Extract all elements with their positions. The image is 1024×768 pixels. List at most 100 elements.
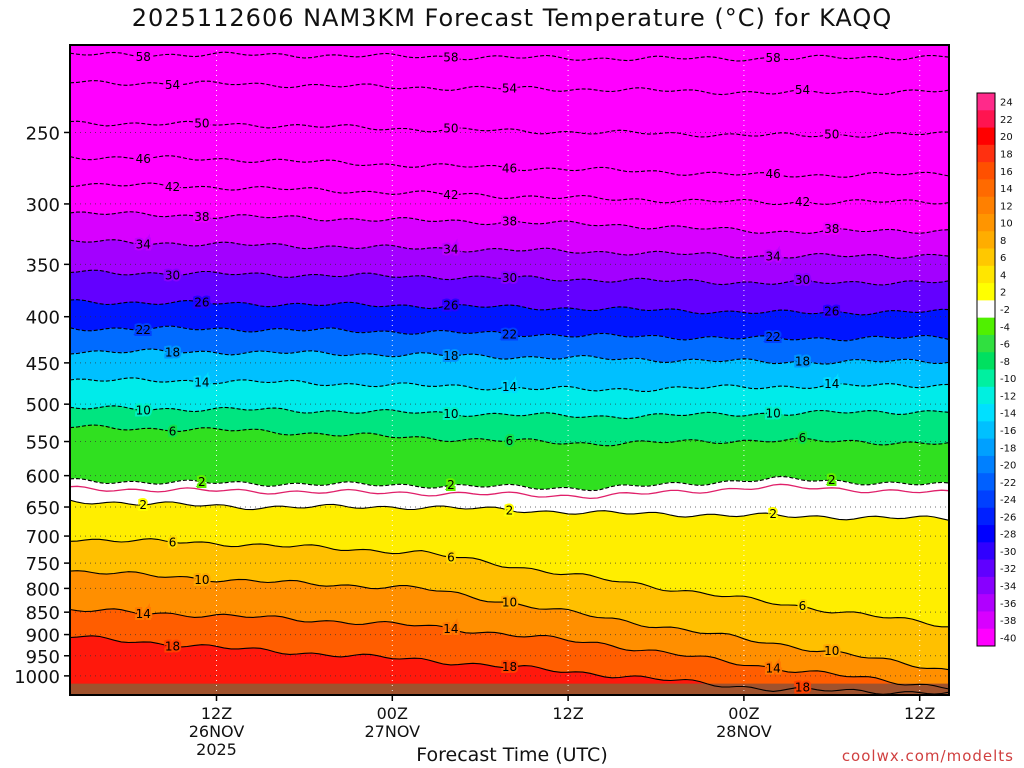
isotherm-label-16-0: 6 xyxy=(169,535,177,549)
isotherm-label-18-0: 14 xyxy=(136,607,151,621)
colorbar-label-22: -22 xyxy=(1000,478,1016,489)
colorbar-label-18: -14 xyxy=(1000,409,1016,420)
isotherm-label-9-2: 22 xyxy=(766,330,781,344)
x-tick-label-6-1: 26NOV xyxy=(189,722,245,741)
isotherm-label-11-1: 14 xyxy=(502,380,517,394)
y-tick-label-350: 350 xyxy=(26,255,60,276)
colorbar-label-1: 22 xyxy=(1000,115,1013,126)
isotherm-label-15-1: 2 xyxy=(506,503,514,517)
colorbar-swatch-25 xyxy=(977,525,995,543)
isotherm-label-7-2: 30 xyxy=(795,273,810,287)
plot-frame xyxy=(69,44,950,696)
isotherm-minus38 xyxy=(70,211,949,234)
y-tick-label-750: 750 xyxy=(26,554,60,575)
isotherm-plus6 xyxy=(70,538,949,628)
colorbar-label-7: 10 xyxy=(1000,219,1013,230)
isotherm-label-4-0: 42 xyxy=(165,180,180,194)
colorbar-label-6: 12 xyxy=(1000,201,1013,212)
y-tick-label-500: 500 xyxy=(26,395,60,416)
y-tick-label-850: 850 xyxy=(26,603,60,624)
colorbar-swatch-17 xyxy=(977,386,995,405)
isotherm-label-17-0: 10 xyxy=(194,573,209,587)
isotherm-label-18-1: 14 xyxy=(443,622,458,636)
colorbar-swatch-7 xyxy=(977,213,995,232)
isotherm-minus30 xyxy=(70,269,949,286)
isotherm-plus2 xyxy=(70,499,949,521)
colorbar-label-5: 14 xyxy=(1000,184,1013,195)
colorbar-swatch-15 xyxy=(977,352,995,370)
isotherm-label-12-1: 10 xyxy=(443,407,458,421)
colorbar-label-9: 6 xyxy=(1000,253,1006,264)
x-tick-label-6-0: 12Z xyxy=(201,704,232,723)
isotherm-label-2-2: 50 xyxy=(824,128,839,142)
colorbar-swatch-8 xyxy=(977,231,995,249)
y-tick-label-400: 400 xyxy=(26,308,60,329)
colorbar-swatch-24 xyxy=(977,507,995,526)
isotherm-label-8-0: 26 xyxy=(194,295,209,309)
y-tick-label-600: 600 xyxy=(26,467,60,488)
isotherm-label-3-2: 46 xyxy=(766,167,781,181)
source-credit: coolwx.com/modelts xyxy=(841,747,1014,765)
colorbar-label-23: -24 xyxy=(1000,495,1016,506)
colorbar-swatch-9 xyxy=(977,248,995,267)
isotherm-label-3-0: 46 xyxy=(136,152,151,166)
isotherm-label-1-1: 54 xyxy=(502,82,517,96)
isotherm-label-11-0: 14 xyxy=(194,376,209,390)
isotherm-minus46 xyxy=(70,155,949,178)
isotherm-label-1-0: 54 xyxy=(165,78,180,92)
isotherm-zero xyxy=(70,483,949,500)
colorbar-swatch-10 xyxy=(977,265,995,284)
isotherm-minus50 xyxy=(70,120,949,138)
colorbar-swatch-21 xyxy=(977,455,995,474)
colorbar-swatch-29 xyxy=(977,594,995,612)
colorbar-label-30: -38 xyxy=(1000,616,1016,627)
isotherm-label-0-0: 58 xyxy=(136,50,151,64)
isotherm-label-15-0: 2 xyxy=(139,498,147,512)
colorbar-label-3: 18 xyxy=(1000,149,1013,160)
colorbar-label-15: -8 xyxy=(1000,357,1010,368)
y-tick-label-900: 900 xyxy=(26,626,60,647)
colorbar-label-17: -12 xyxy=(1000,391,1016,402)
x-tick-label-42-0: 00Z xyxy=(728,704,759,723)
colorbar-swatch-0 xyxy=(977,93,995,111)
isotherm-minus14 xyxy=(70,377,949,393)
isotherm-label-6-1: 34 xyxy=(443,243,458,257)
colorbar-swatch-31 xyxy=(977,628,995,647)
colorbar-label-31: -40 xyxy=(1000,633,1016,644)
colorbar-swatch-23 xyxy=(977,490,995,509)
isotherm-minus22 xyxy=(70,325,949,342)
colorbar-swatch-2 xyxy=(977,127,995,146)
isotherm-label-13-2: 6 xyxy=(799,431,807,445)
colorbar-label-25: -28 xyxy=(1000,530,1016,541)
colorbar-label-8: 8 xyxy=(1000,236,1006,247)
y-tick-label-700: 700 xyxy=(26,527,60,548)
colorbar-label-16: -10 xyxy=(1000,374,1016,385)
colorbar-swatch-12 xyxy=(977,300,995,319)
colorbar-label-0: 24 xyxy=(1000,98,1013,109)
isotherm-label-17-2: 10 xyxy=(824,644,839,658)
colorbar-label-13: -4 xyxy=(1000,322,1010,333)
y-tick-label-250: 250 xyxy=(26,123,60,144)
isotherm-label-1-2: 54 xyxy=(795,83,810,97)
colorbar-swatch-5 xyxy=(977,179,995,198)
colorbar-swatch-22 xyxy=(977,473,995,491)
isotherm-label-4-2: 42 xyxy=(795,195,810,209)
isotherm-label-10-1: 18 xyxy=(443,349,458,363)
colorbar-label-28: -34 xyxy=(1000,582,1016,593)
colorbar-label-4: 16 xyxy=(1000,167,1013,178)
isotherm-label-0-1: 58 xyxy=(443,51,458,65)
isotherm-label-7-1: 30 xyxy=(502,271,517,285)
y-tick-label-800: 800 xyxy=(26,579,60,600)
isotherm-label-16-1: 6 xyxy=(447,550,455,564)
colorbar-frame xyxy=(976,92,996,647)
colorbar-swatch-26 xyxy=(977,542,995,560)
colorbar-swatch-3 xyxy=(977,144,995,163)
surface-ground xyxy=(70,683,949,695)
isotherm-label-19-1: 18 xyxy=(502,660,517,674)
isotherm-label-16-2: 6 xyxy=(799,599,807,613)
x-tick-label-18-0: 00Z xyxy=(377,704,408,723)
colorbar-swatch-18 xyxy=(977,404,995,422)
isotherm-label-17-1: 10 xyxy=(502,595,517,609)
colorbar-swatch-4 xyxy=(977,162,995,180)
